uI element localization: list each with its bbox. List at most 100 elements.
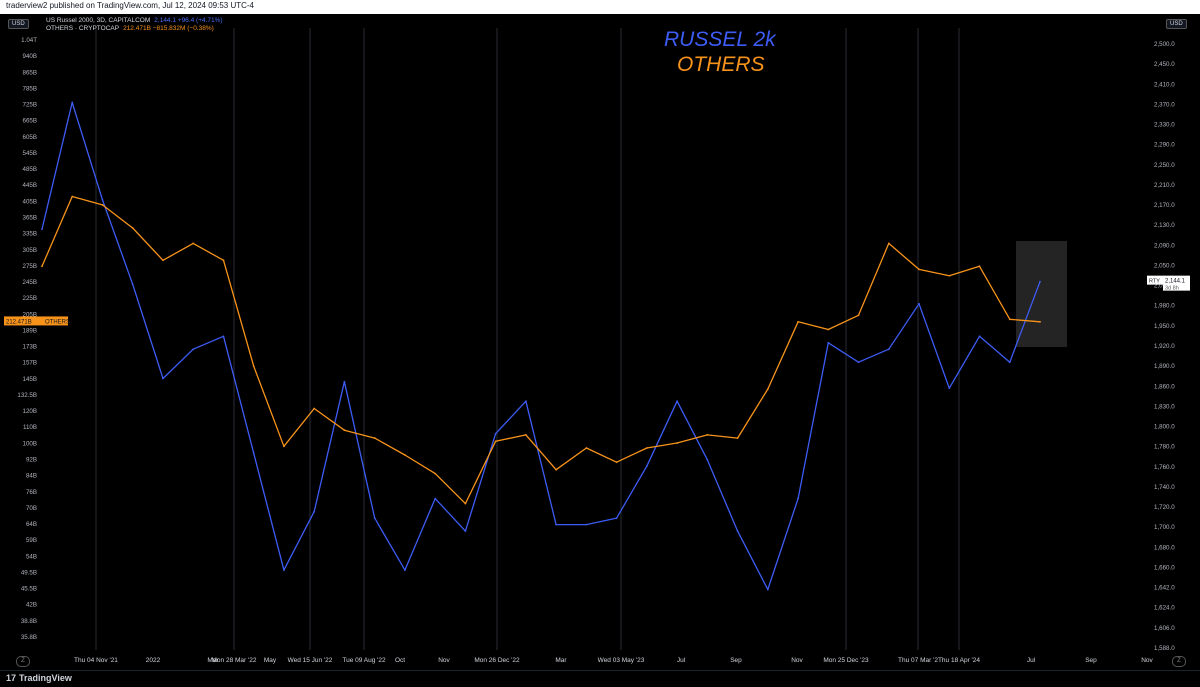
publish-header: traderview2 published on TradingView.com…	[0, 0, 1200, 14]
current-ticker-badge	[1147, 275, 1163, 285]
right-axis-label-1-780-0: 1,780.0	[1154, 444, 1175, 451]
current-price-badge	[1163, 275, 1190, 291]
left-axis-label-92b: 92B	[26, 457, 37, 464]
left-axis-label-405b: 405B	[23, 198, 37, 205]
price-chart[interactable]: 1.04T 940B 865B 785B 725B 665B 605B 545B 485B 445…	[0, 14, 1200, 670]
currency-right-button[interactable]: USD	[1166, 19, 1187, 29]
russell-2000-point-4	[162, 377, 164, 380]
left-axis-label-940b: 940B	[23, 53, 37, 60]
others-point-10	[343, 429, 346, 432]
others-point-18	[585, 447, 588, 449]
right-axis-label-1-606-0: 1,606.0	[1154, 625, 1175, 632]
right-axis-label-2-290-0: 2,290.0	[1154, 142, 1175, 149]
others-point-7	[252, 365, 255, 368]
russell-2000-point-14	[464, 530, 467, 532]
left-axis-label-445b: 445B	[23, 182, 37, 189]
russell-2000-point-32	[1008, 361, 1011, 364]
right-axis-label-2-450-0: 2,450.0	[1154, 61, 1175, 68]
zoom-right-button[interactable]: Z	[1172, 656, 1186, 667]
others-point-11	[373, 437, 376, 439]
russell-2000-point-7	[252, 452, 255, 455]
left-axis-label-38-8b: 38.8B	[21, 618, 37, 625]
others-price-label: 212.471B	[6, 319, 32, 325]
russell-2000-point-24	[766, 588, 769, 591]
right-axis-label-2-210-0: 2,210.0	[1154, 182, 1175, 189]
others-point-1	[71, 195, 74, 198]
x-axis-label-thu-04-nov-21: Thu 04 Nov '21	[74, 657, 118, 664]
russell-2000-point-28	[887, 348, 890, 351]
russell-2000-point-9	[313, 510, 316, 513]
others-point-25	[797, 320, 799, 323]
right-axis-label-2-330-0: 2,330.0	[1154, 122, 1175, 129]
right-axis-label-2-050-0: 2,050.0	[1154, 262, 1175, 269]
chart-area[interactable]: 1.04T 940B 865B 785B 725B 665B 605B 545B 485B 445…	[0, 14, 1200, 670]
others-point-24	[766, 388, 769, 391]
right-axis-label-2-370-0: 2,370.0	[1154, 101, 1175, 108]
russell-2000-point-16	[524, 400, 527, 403]
tradingview-brand: TradingView	[19, 673, 72, 683]
russell-2000-point-5	[192, 348, 195, 351]
others-point-26	[827, 328, 830, 331]
russell-2000-point-33	[1039, 280, 1041, 283]
left-axis-label-245b: 245B	[23, 279, 37, 286]
left-axis-label-785b: 785B	[23, 85, 37, 92]
currency-left-button[interactable]: USD	[8, 19, 29, 29]
right-axis-label-1-624-0: 1,624.0	[1154, 605, 1175, 612]
russell-2000-point-11	[373, 517, 376, 520]
x-axis-label-jul: Jul	[1027, 657, 1036, 664]
x-axis-label-jul: Jul	[677, 657, 686, 664]
russell-2000-point-13	[434, 497, 437, 500]
legend-row-russell[interactable]: US Russel 2000, 3D, CAPITALCOM 2,144.1 +9…	[46, 17, 223, 25]
others-point-21	[676, 442, 678, 444]
russell-2000-point-1	[71, 101, 74, 104]
left-axis-label-145b: 145B	[23, 376, 37, 383]
left-axis-label-225b: 225B	[23, 295, 37, 302]
russell-2000-point-2	[101, 198, 104, 201]
russell-2000-point-3	[131, 283, 134, 286]
zoom-left-button[interactable]: Z	[16, 656, 30, 667]
tradingview-logo[interactable]: 17 TradingView	[6, 673, 72, 683]
current-price-label: 2,144.1	[1165, 279, 1186, 285]
x-axis-label-wed-03-may-23: Wed 03 May '23	[598, 657, 645, 664]
russell-2000-point-26	[827, 341, 830, 344]
left-axis-label-335b: 335B	[23, 231, 37, 238]
left-axis-label-365b: 365B	[23, 214, 37, 221]
x-axis-label-nov: Nov	[791, 657, 803, 664]
annotation-title-russell: RUSSEL 2k	[664, 28, 776, 51]
x-axis-label-mon-25-dec-23: Mon 25 Dec '23	[823, 657, 869, 664]
others-point-8	[283, 445, 285, 448]
russell-2000-point-29	[918, 302, 920, 305]
legend-others-value: 212.471B −815.832M (−0.38%)	[123, 25, 214, 32]
others-point-16	[524, 433, 527, 436]
x-axis-label-may: May	[264, 657, 277, 664]
legend-row-others[interactable]: OTHERS · CRYPTOCAP 212.471B −815.832M (−0…	[46, 25, 223, 33]
x-axis-label-sep: Sep	[1085, 657, 1097, 664]
right-axis-label-1-700-0: 1,700.0	[1154, 524, 1175, 531]
right-axis-label-2-130-0: 2,130.0	[1154, 222, 1175, 229]
left-axis-label-605b: 605B	[23, 134, 37, 141]
left-axis-label-485b: 485B	[23, 166, 37, 173]
russell-2000-point-19	[615, 517, 618, 520]
right-axis-label-1-680-0: 1,680.0	[1154, 544, 1175, 551]
russell-2000-point-23	[736, 530, 739, 532]
right-axis-label-2-090-0: 2,090.0	[1154, 242, 1175, 249]
others-line	[41, 195, 1041, 505]
right-axis-label-1-920-0: 1,920.0	[1154, 343, 1175, 350]
x-axis-label-thu-18-apr-24: Thu 18 Apr '24	[938, 657, 980, 664]
left-axis-label-45-5b: 45.5B	[21, 586, 37, 593]
right-axis-label-1-980-0: 1,980.0	[1154, 303, 1175, 310]
right-axis-label-2-250-0: 2,250.0	[1154, 162, 1175, 169]
left-axis-label-132-5b: 132.5B	[17, 392, 37, 399]
russell-2000-point-31	[978, 335, 981, 338]
russell-2000-point-18	[585, 523, 588, 526]
footer: 17 TradingView	[0, 670, 1200, 687]
left-axis-label-110b: 110B	[23, 424, 37, 431]
left-axis-label-725b: 725B	[23, 102, 37, 109]
x-axis-label-sep: Sep	[730, 657, 742, 664]
russell-2000-point-22	[706, 458, 709, 461]
right-axis-label-1-740-0: 1,740.0	[1154, 484, 1175, 491]
others-point-6	[222, 259, 225, 262]
russell-2000-point-25	[797, 497, 799, 500]
x-axis-label-nov: Nov	[1141, 657, 1153, 664]
left-axis-label-173b: 173B	[23, 344, 37, 351]
